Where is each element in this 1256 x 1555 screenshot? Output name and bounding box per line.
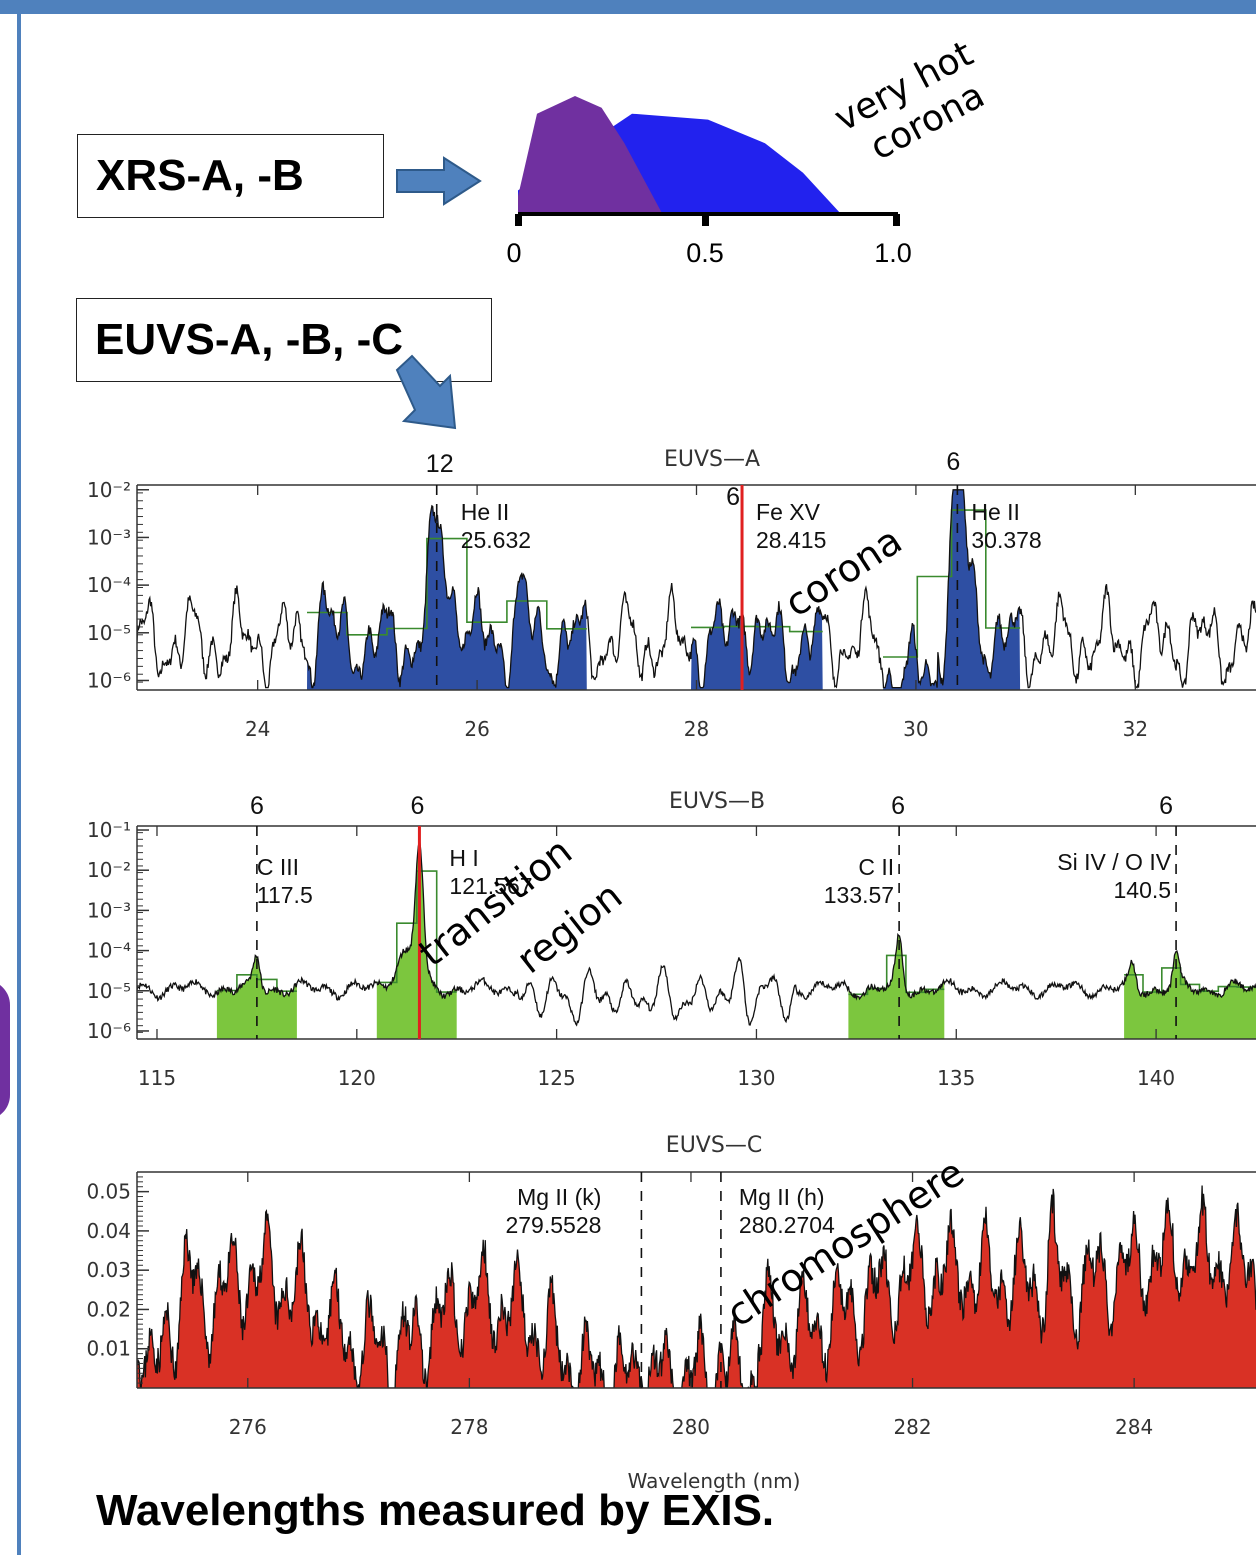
line-value-label: 140.5 bbox=[1114, 877, 1172, 903]
y-tick-label: 10⁻⁴ bbox=[87, 939, 131, 963]
x-tick-label: 278 bbox=[450, 1415, 488, 1439]
line-name-label: Mg II (h) bbox=[739, 1184, 825, 1210]
y-tick-label: 10⁻⁶ bbox=[87, 1019, 131, 1043]
x-tick-label: 284 bbox=[1115, 1415, 1153, 1439]
y-tick-label: 0.01 bbox=[86, 1337, 131, 1361]
y-tick-label: 0.02 bbox=[86, 1297, 131, 1321]
y-tick-label: 10⁻³ bbox=[87, 525, 131, 549]
line-value-label: 280.2704 bbox=[739, 1212, 835, 1238]
left-border-rail bbox=[17, 14, 21, 1555]
xrs-panel: 0 0.5 1.0 very hotcorona bbox=[506, 33, 999, 268]
line-value-label: 279.5528 bbox=[505, 1212, 601, 1238]
bin-count-label: 6 bbox=[726, 483, 740, 511]
y-tick-label: 10⁻² bbox=[87, 478, 131, 502]
y-tick-label: 0.04 bbox=[86, 1219, 131, 1243]
a-spectrum-line bbox=[137, 489, 1256, 689]
y-tick-label: 0.03 bbox=[86, 1258, 131, 1282]
top-border-bar bbox=[0, 0, 1256, 14]
band-fill-3 bbox=[1124, 951, 1256, 1039]
x-tick-label: 32 bbox=[1123, 717, 1148, 741]
x-tick-label: 120 bbox=[338, 1066, 376, 1090]
bin-count-label: 12 bbox=[426, 450, 454, 478]
y-tick-label: 10⁻² bbox=[87, 858, 131, 882]
x-tick-label: 30 bbox=[903, 717, 928, 741]
bin-count-label: 6 bbox=[250, 792, 264, 820]
band-fill-2 bbox=[848, 934, 945, 1039]
bin-count-label: 6 bbox=[891, 792, 905, 820]
xrs-label-text: XRS-A, -B bbox=[96, 151, 304, 200]
xrs_a-shape bbox=[518, 96, 663, 214]
bin-count-label: 6 bbox=[1159, 792, 1173, 820]
y-tick-label: 0.05 bbox=[86, 1180, 131, 1204]
y-tick-label: 10⁻³ bbox=[87, 898, 131, 922]
side-tab-marker bbox=[0, 980, 10, 1120]
x-tick-label: 130 bbox=[737, 1066, 775, 1090]
x-tick-label: 24 bbox=[245, 717, 270, 741]
band-fill-1 bbox=[691, 598, 823, 690]
euvs-c-panel: EUVS—C 0.05 0.04 0.03 0.02 0.01 276 278 280 282 2… bbox=[86, 1133, 1256, 1493]
line-name-label: C II bbox=[858, 854, 894, 880]
y-tick-label: 10⁻⁵ bbox=[87, 979, 131, 1003]
x-tick-label: 125 bbox=[538, 1066, 576, 1090]
euvs-c-title: EUVS—C bbox=[666, 1133, 762, 1158]
line-name-label: Mg II (k) bbox=[517, 1184, 601, 1210]
x-tick-label: 115 bbox=[138, 1066, 176, 1090]
x-tick-label: 28 bbox=[684, 717, 709, 741]
bin-count-label: 6 bbox=[946, 448, 960, 476]
binned-line-2 bbox=[883, 509, 1021, 658]
euvs-b-title: EUVS—B bbox=[669, 789, 765, 814]
c-spectrum-line bbox=[137, 1185, 1256, 1388]
xrs-tick-label-0: 0 bbox=[506, 238, 521, 268]
xrs-tick-label-1: 0.5 bbox=[686, 238, 724, 268]
xrs-tick-label-2: 1.0 bbox=[874, 238, 912, 268]
line-name-label: He II bbox=[461, 499, 510, 525]
y-tick-label: 10⁻⁵ bbox=[87, 621, 131, 645]
y-tick-label: 10⁻¹ bbox=[87, 818, 131, 842]
svg-text:very hotcorona: very hotcorona bbox=[828, 33, 999, 177]
euvs-c-xlabel: Wavelength (nm) bbox=[628, 1469, 801, 1493]
bin-count-label: 6 bbox=[410, 792, 424, 820]
euvs-b-panel: EUVS—B 10⁻¹ 10⁻² 10⁻³ 10⁻⁴ 10⁻⁵ 10⁻⁶ 115 120 125… bbox=[87, 789, 1256, 1090]
x-tick-label: 276 bbox=[229, 1415, 267, 1439]
band-fill-2 bbox=[883, 489, 1021, 690]
x-tick-label: 140 bbox=[1137, 1066, 1175, 1090]
x-tick-label: 135 bbox=[937, 1066, 975, 1090]
line-value-label: 28.415 bbox=[756, 527, 826, 553]
euvs-a-title: EUVS—A bbox=[664, 447, 760, 472]
line-value-label: 133.57 bbox=[824, 882, 894, 908]
line-name-label: Si IV / O IV bbox=[1057, 849, 1171, 875]
y-tick-label: 10⁻⁶ bbox=[87, 668, 131, 692]
xrs-annotation: very hotcorona bbox=[828, 33, 999, 177]
line-value-label: 25.632 bbox=[461, 527, 531, 553]
xrs-arrow-icon bbox=[396, 156, 482, 206]
x-tick-label: 282 bbox=[893, 1415, 931, 1439]
line-value-label: 30.378 bbox=[971, 527, 1041, 553]
c-spectrum-area bbox=[137, 1185, 1256, 1388]
line-value-label: 117.5 bbox=[257, 882, 313, 908]
line-name-label: He II bbox=[971, 499, 1020, 525]
binned-line-1 bbox=[691, 625, 823, 633]
b-spectrum-line bbox=[137, 840, 1256, 1027]
euvs-arrow-icon bbox=[395, 354, 457, 430]
xrs-instrument-label: XRS-A, -B bbox=[77, 134, 384, 218]
figure-caption: Wavelengths measured by EXIS. bbox=[96, 1486, 775, 1535]
euvs-label-text: EUVS-A, -B, -C bbox=[95, 315, 403, 364]
line-name-label: H I bbox=[449, 845, 478, 871]
binned-line-1 bbox=[376, 870, 457, 993]
binned-line-0 bbox=[307, 537, 587, 636]
line-value-label: 121.567 bbox=[449, 873, 532, 899]
x-tick-label: 26 bbox=[464, 717, 489, 741]
line-name-label: C III bbox=[257, 854, 299, 880]
line-name-label: Fe XV bbox=[756, 499, 821, 525]
y-tick-label: 10⁻⁴ bbox=[87, 573, 131, 597]
euvs-a-panel: EUVS—A 10⁻² 10⁻³ 10⁻⁴ 10⁻⁵ 10⁻⁶ 24 26 28 30 32 He… bbox=[87, 447, 1256, 741]
x-tick-label: 280 bbox=[672, 1415, 710, 1439]
